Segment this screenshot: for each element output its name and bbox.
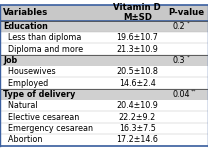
Text: Emergency cesarean: Emergency cesarean [3,124,93,133]
Text: Diploma and more: Diploma and more [3,45,83,54]
Text: Education: Education [3,22,48,31]
Text: **: ** [191,89,196,94]
Text: Elective cesarean: Elective cesarean [3,113,79,122]
Text: Employed: Employed [3,79,48,88]
Text: 19.6±10.7: 19.6±10.7 [116,33,158,42]
Text: 20.4±10.9: 20.4±10.9 [116,101,158,110]
Text: Housewives: Housewives [3,67,56,76]
Text: 21.3±10.9: 21.3±10.9 [116,45,158,54]
Bar [0,134,208,146]
Bar [0,21,208,32]
Text: P-value: P-value [168,8,204,17]
Text: 14.6±2.4: 14.6±2.4 [119,79,156,88]
Bar [0,89,208,100]
Text: 20.5±10.8: 20.5±10.8 [116,67,158,76]
Text: 0.2: 0.2 [173,22,185,31]
Text: Job: Job [3,56,17,65]
Bar [0,111,208,123]
Text: Natural: Natural [3,101,38,110]
Text: *: * [186,21,189,26]
Text: 0.3: 0.3 [173,56,185,65]
Bar [0,32,208,43]
Text: 16.3±7.5: 16.3±7.5 [119,124,156,133]
Bar [0,66,208,77]
Bar [0,55,208,66]
Text: 17.2±14.6: 17.2±14.6 [116,135,158,144]
Bar [0,123,208,134]
Text: *: * [186,55,189,60]
Bar [0,77,208,89]
Bar [0,100,208,111]
Text: Variables: Variables [3,8,48,17]
Text: Vitamin D
M±SD: Vitamin D M±SD [113,3,161,22]
Text: Abortion: Abortion [3,135,42,144]
Text: Less than diploma: Less than diploma [3,33,82,42]
Text: 22.2±9.2: 22.2±9.2 [119,113,156,122]
Text: 0.04: 0.04 [173,90,190,99]
Text: Type of delivery: Type of delivery [3,90,76,99]
Bar [0,4,208,21]
Bar [0,43,208,55]
